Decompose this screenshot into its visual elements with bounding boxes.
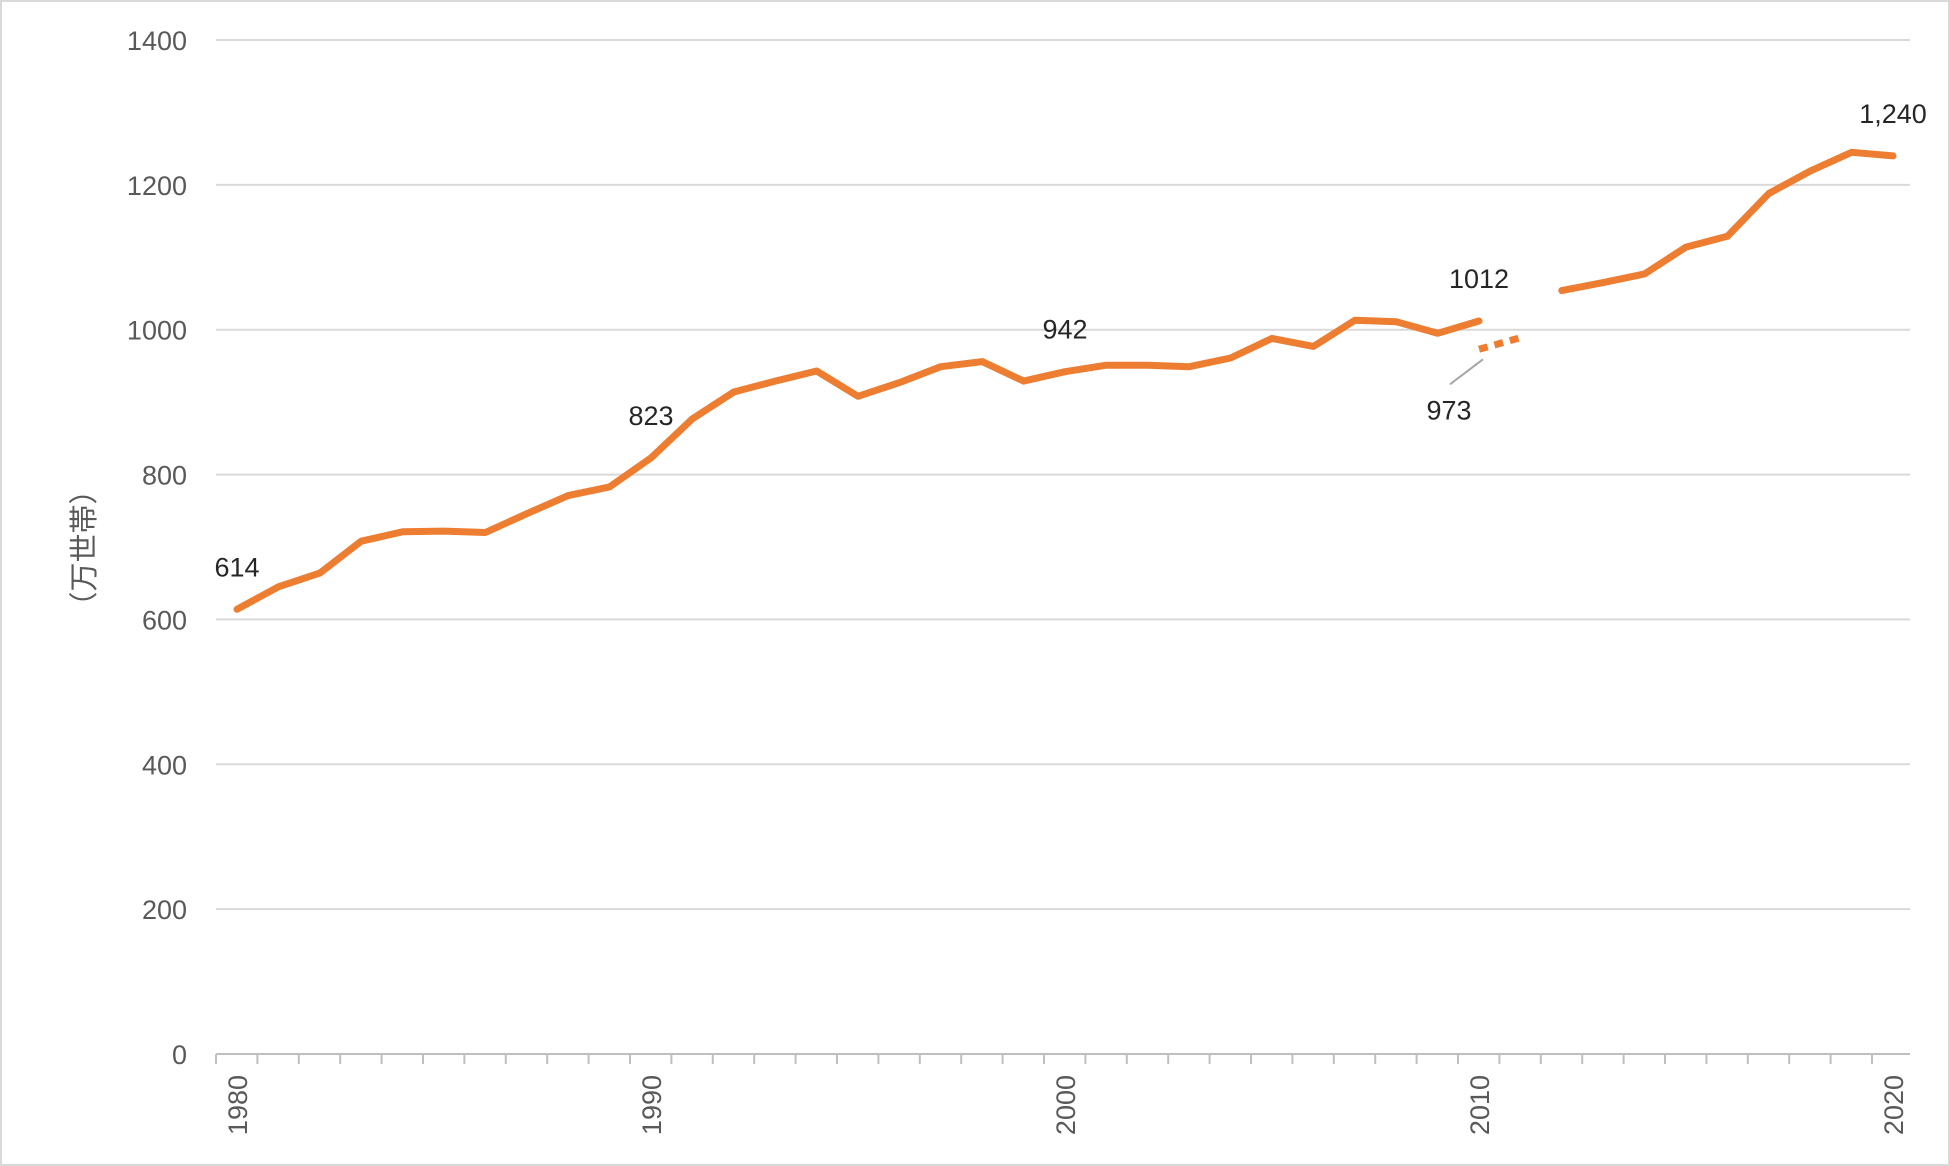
data-label: 614 bbox=[214, 552, 259, 582]
y-axis-title: （万世帯） bbox=[67, 475, 101, 620]
series-lines bbox=[233, 148, 1897, 613]
y-tick-label: 1000 bbox=[127, 316, 187, 346]
x-tick-label: 1990 bbox=[637, 1075, 667, 1135]
gridlines bbox=[216, 39, 1910, 911]
leader-line bbox=[1449, 358, 1484, 386]
y-tick-label: 600 bbox=[142, 605, 187, 635]
series-line-dashed bbox=[1478, 334, 1522, 353]
y-tick-label: 1200 bbox=[127, 171, 187, 201]
x-axis bbox=[215, 1053, 1910, 1064]
data-label: 823 bbox=[628, 401, 673, 431]
x-tick-label: 1980 bbox=[223, 1075, 253, 1135]
y-tick-label: 400 bbox=[142, 750, 187, 780]
data-label: 942 bbox=[1042, 315, 1087, 345]
series-line bbox=[1558, 148, 1897, 295]
x-axis-ticks: 1980 1990 2000 2010 2020 bbox=[223, 1075, 1909, 1135]
y-axis-ticks: 0 200 400 600 800 1000 1200 1400 bbox=[127, 26, 187, 1070]
data-label: 1012 bbox=[1449, 264, 1509, 294]
data-label: 973 bbox=[1426, 395, 1471, 425]
y-tick-label: 200 bbox=[142, 895, 187, 925]
x-tick-label: 2000 bbox=[1051, 1075, 1081, 1135]
y-tick-label: 800 bbox=[142, 461, 187, 491]
y-tick-label: 1400 bbox=[127, 26, 187, 56]
series-line bbox=[233, 316, 1483, 613]
data-labels: 614 823 942 1012 973 1,240 bbox=[214, 99, 1926, 582]
x-tick-label: 2010 bbox=[1465, 1075, 1495, 1135]
x-tick-label: 2020 bbox=[1879, 1075, 1909, 1135]
y-tick-label: 0 bbox=[172, 1040, 187, 1070]
data-label: 1,240 bbox=[1859, 99, 1927, 129]
